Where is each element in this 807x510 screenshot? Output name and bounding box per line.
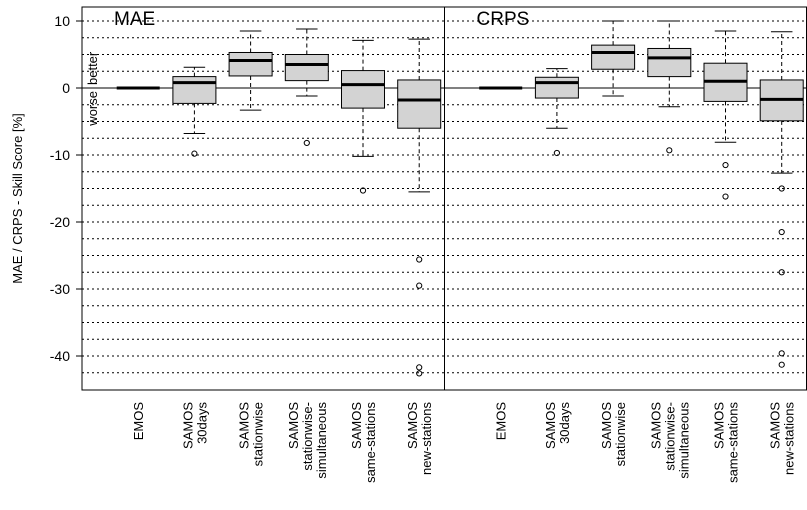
boxplot-crps-4 (704, 31, 747, 199)
y-tick-label: -20 (50, 214, 70, 230)
panel-title-crps: CRPS (477, 9, 530, 30)
box-iqr (648, 48, 691, 76)
boxplot-crps-1 (535, 69, 578, 156)
outlier-point (779, 362, 784, 367)
boxplot-crps-3 (648, 21, 691, 153)
category-label-line: same-stations (726, 402, 741, 483)
y-tick-label: 10 (54, 13, 70, 29)
y-tick-label: -40 (50, 348, 70, 364)
box-iqr (173, 77, 216, 104)
boxplot-mae-2 (229, 31, 272, 110)
outlier-point (417, 365, 422, 370)
outlier-point (779, 229, 784, 234)
outlier-point (417, 257, 422, 262)
box-iqr (229, 52, 272, 75)
outlier-point (554, 150, 559, 155)
worse-annotation: worse (85, 91, 100, 127)
better-annotation: better (85, 51, 100, 85)
category-label-line: SAMOS (648, 402, 663, 449)
category-label-line: SAMOS (349, 402, 364, 449)
category-label: EMOS (494, 402, 509, 441)
category-label-line: stationwise (613, 402, 628, 466)
category-label-line: SAMOS (768, 402, 783, 449)
outlier-point (304, 140, 309, 145)
category-label-line: SAMOS (405, 402, 420, 449)
category-label-line: SAMOS (599, 402, 614, 449)
boxplot-crps-5 (760, 32, 803, 368)
category-label-line: SAMOS (237, 402, 252, 449)
category-label-line: SAMOS (180, 402, 195, 449)
boxplot-mae-3 (285, 29, 328, 145)
outlier-point (417, 283, 422, 288)
outlier-point (192, 151, 197, 156)
y-axis-title: MAE / CRPS - Skill Score [%] (10, 113, 25, 283)
box-iqr (398, 80, 441, 128)
y-tick-label: -10 (50, 147, 70, 163)
box-iqr (535, 77, 578, 98)
category-label-line: stationwise- (662, 402, 677, 471)
panel-titles: MAE CRPS (114, 9, 529, 30)
box-iqr (342, 71, 385, 109)
category-label-line: stationwise- (300, 402, 315, 471)
boxplots (117, 21, 804, 376)
panel-title-mae: MAE (114, 9, 155, 30)
category-label-line: simultaneous (314, 402, 329, 479)
boxplot-crps-2 (592, 21, 635, 96)
category-label-line: simultaneous (676, 402, 691, 479)
y-axis: 10 0 -10 -20 -30 -40 MAE / CRPS - Skill Score … (10, 13, 100, 364)
category-label: EMOS (131, 402, 146, 441)
category-label-line: new-stations (419, 402, 434, 475)
category-label-line: SAMOS (712, 402, 727, 449)
category-label-line: stationwise (251, 402, 266, 466)
category-label-line: SAMOS (543, 402, 558, 449)
boxplot-mae-5 (398, 39, 441, 376)
outlier-point (723, 162, 728, 167)
category-label-line: SAMOS (286, 402, 301, 449)
category-label-line: 30days (194, 402, 209, 444)
box-iqr (592, 45, 635, 69)
boxplot-mae-4 (342, 40, 385, 193)
category-label-line: new-stations (782, 402, 797, 475)
y-tick-label: -30 (50, 281, 70, 297)
category-label-line: same-stations (363, 402, 378, 483)
boxplot-mae-1 (173, 67, 216, 156)
outlier-point (417, 371, 422, 376)
category-label-line: EMOS (131, 402, 146, 441)
category-label-line: EMOS (494, 402, 509, 441)
plot-frame (82, 7, 807, 390)
y-tick-label: 0 (62, 80, 70, 96)
outlier-point (667, 148, 672, 153)
category-label-line: 30days (557, 402, 572, 444)
box-iqr (285, 55, 328, 81)
outlier-point (723, 194, 728, 199)
outlier-point (779, 351, 784, 356)
